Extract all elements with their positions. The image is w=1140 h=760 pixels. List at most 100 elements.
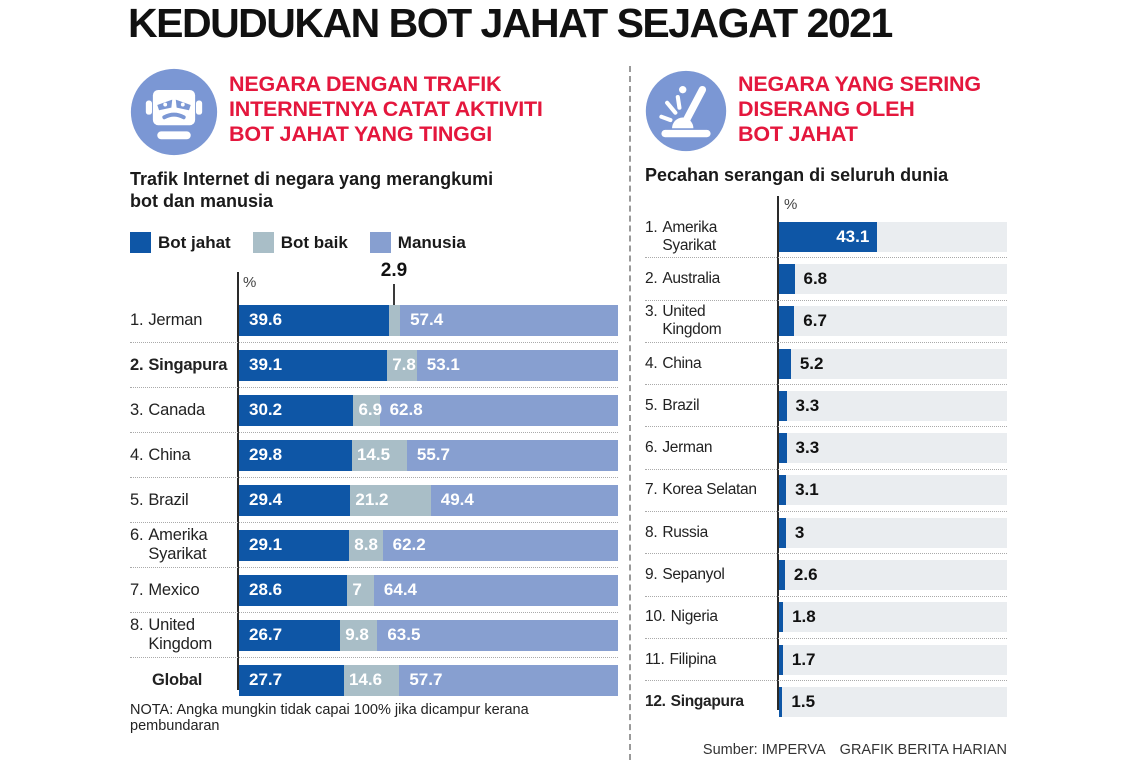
bar-track: 6.7 — [779, 306, 1007, 337]
chart-note: NOTA: Angka mungkin tidak capai 100% jik… — [130, 702, 529, 734]
category-number: 6. — [130, 526, 144, 544]
left-panel-heading: NEGARA DENGAN TRAFIK INTERNETNYA CATAT A… — [229, 72, 543, 146]
callout-value: 2.9 — [380, 260, 408, 281]
bar-segment-bot-baik — [340, 619, 378, 651]
left-axis-unit: % — [243, 274, 257, 291]
right-panel-subtitle: Pecahan serangan di seluruh dunia — [645, 165, 949, 185]
bar-track: 3 — [779, 517, 1007, 548]
category-number: 8. — [645, 523, 658, 541]
legend-item: Bot jahat — [130, 232, 231, 253]
category-name: Canada — [148, 400, 205, 419]
right-panel-header: NEGARA YANG SERING DISERANG OLEH BOT JAH… — [645, 66, 981, 157]
attack-row: 11. Filipina 1.7 — [645, 639, 1007, 682]
legend-label: Manusia — [397, 232, 466, 252]
left-panel-subtitle: Trafik Internet di negara yang merangkum… — [130, 169, 494, 211]
category-label: 8. Russia — [645, 524, 779, 542]
callout-tick — [393, 284, 395, 306]
bar-track: 3.1 — [779, 475, 1007, 506]
bar-segment-bot-jahat — [239, 439, 352, 471]
bar-track: 3.3 — [779, 390, 1007, 421]
bar-value: 28.6 — [249, 580, 283, 599]
bar — [779, 686, 783, 717]
bar-value: 6.7 — [803, 311, 827, 331]
category-name: Amerika Syarikat — [148, 526, 208, 563]
stacked-row: 6. Amerika Syarikat 29.1 8.8 62.2 — [130, 523, 619, 568]
right-panel-heading: NEGARA YANG SERING DISERANG OLEH BOT JAH… — [738, 72, 981, 146]
legend-item: Bot baik — [252, 232, 348, 253]
bar-segment-manusia — [382, 529, 619, 561]
bar-segment-bot-baik — [353, 394, 380, 426]
category-label: 3. Canada — [130, 401, 239, 420]
bar-segment-bot-baik — [389, 304, 401, 336]
bar-value: 53.1 — [426, 355, 460, 374]
bar-value: 57.4 — [410, 310, 444, 329]
bar-value: 26.7 — [249, 625, 283, 644]
bar-track: 5.2 — [779, 348, 1007, 379]
bar — [779, 644, 783, 675]
stacked-bar: 29.1 8.8 62.2 — [239, 529, 619, 561]
stacked-bar: 30.2 6.9 62.8 — [239, 394, 618, 426]
category-number: 12. — [645, 692, 666, 710]
bar-value: 57.7 — [409, 670, 443, 689]
category-label: 8. United Kingdom — [130, 616, 239, 654]
panel-bot-traffic: NEGARA DENGAN TRAFIK INTERNETNYA CATAT A… — [130, 66, 619, 760]
bar-value: 3.1 — [795, 480, 819, 500]
bar-value: 62.2 — [392, 535, 426, 554]
category-name: United Kingdom — [148, 616, 213, 653]
bar — [779, 390, 787, 421]
category-name: Korea Selatan — [662, 481, 757, 499]
legend-item: Manusia — [369, 232, 466, 253]
category-label: 5. Brazil — [645, 397, 779, 415]
legend: Bot jahat Bot baik Manusia — [130, 232, 466, 253]
bar-segment-bot-baik — [347, 574, 374, 606]
category-number: 5. — [130, 490, 144, 509]
category-name: China — [148, 445, 191, 464]
stacked-row: 4. China 29.8 14.5 55.7 — [130, 433, 618, 478]
bar-value: 8.8 — [354, 535, 378, 554]
stacked-row: Global 27.7 14.6 57.7 — [130, 658, 618, 702]
category-label: 3. United Kingdom — [645, 303, 779, 339]
category-label: 5. Brazil — [130, 491, 239, 510]
category-label: 7. Korea Selatan — [645, 481, 779, 499]
left-panel-header: NEGARA DENGAN TRAFIK INTERNETNYA CATAT A… — [130, 66, 543, 161]
bar — [779, 602, 784, 633]
category-number: 5. — [645, 396, 658, 414]
attack-row: 12. Singapura 1.5 — [645, 681, 1007, 722]
panel-divider — [629, 66, 631, 760]
category-name: Jerman — [662, 439, 713, 457]
category-label: 9. Sepanyol — [645, 566, 779, 584]
bar-value: 62.8 — [389, 400, 423, 419]
bar-segment-bot-jahat — [239, 484, 351, 516]
bar-segment-bot-jahat — [239, 394, 354, 426]
bar-value: 3.3 — [795, 395, 820, 415]
bar-segment-manusia — [406, 439, 618, 471]
attack-row: 8. Russia 3 — [645, 512, 1007, 555]
category-number: 4. — [645, 354, 658, 372]
bar-value: 21.2 — [355, 490, 389, 509]
attack-row: 10. Nigeria 1.8 — [645, 597, 1007, 639]
bar-track: 6.8 — [779, 263, 1007, 294]
category-label: 7. Mexico — [130, 581, 239, 600]
category-label: 12. Singapura — [645, 693, 779, 711]
category-label: 2. Australia — [645, 270, 779, 288]
bar-track: 43.1 — [779, 221, 1007, 252]
bar-segment-bot-jahat — [239, 529, 350, 561]
stacked-bar: 29.4 21.2 49.4 — [239, 484, 618, 516]
category-label: 6. Jerman — [645, 439, 779, 457]
bar-track: 3.3 — [779, 433, 1007, 464]
stacked-bar-chart: % 2.9 1. Jerman 39.6 57.4 2. Singapura 39.1 7.8… — [130, 260, 619, 696]
bar-segment-manusia — [373, 574, 618, 606]
category-label: 1. Jerman — [130, 311, 239, 330]
legend-label: Bot jahat — [158, 232, 231, 252]
stacked-bar: 39.1 7.8 53.1 — [239, 349, 618, 381]
bar — [779, 221, 878, 252]
bar-track: 1.7 — [779, 644, 1007, 675]
left-axis-line — [237, 272, 239, 690]
stacked-bar: 27.7 14.6 57.7 — [239, 664, 618, 696]
attack-rows: 1. Amerika Syarikat 43.1 2. Australia 6.8 3. Un… — [645, 216, 1007, 723]
bar-segment-manusia — [400, 304, 618, 336]
bar-segment-bot-baik — [387, 349, 417, 381]
category-name: Filipina — [669, 650, 717, 668]
attack-row: 9. Sepanyol 2.6 — [645, 554, 1007, 597]
right-axis-line — [777, 196, 779, 710]
